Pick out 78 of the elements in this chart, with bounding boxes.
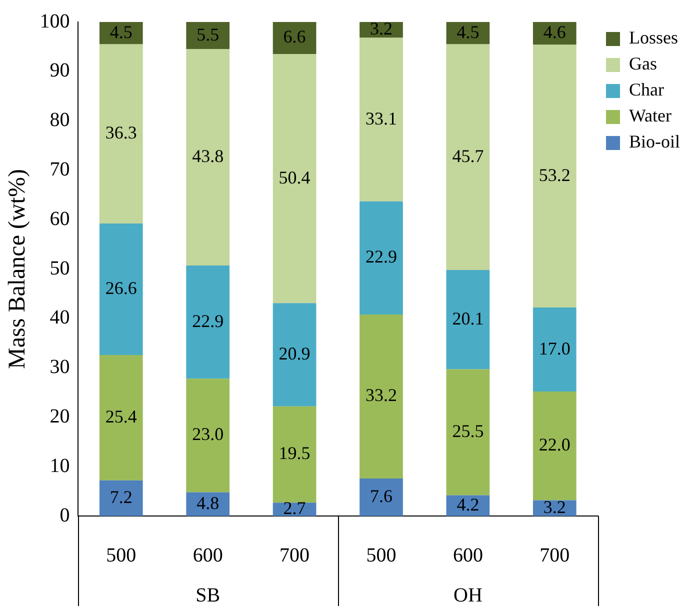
- data-label: 7.6: [370, 486, 392, 506]
- data-label: 7.2: [110, 486, 132, 507]
- x-tick-label: 700: [540, 544, 570, 566]
- data-label: 25.4: [105, 406, 137, 426]
- bar: [186, 49, 230, 266]
- data-label: 5.5: [196, 24, 220, 44]
- bar: [99, 44, 143, 224]
- bar: [532, 392, 576, 500]
- legend-label: Losses: [628, 28, 678, 48]
- bar: [186, 22, 230, 50]
- data-label: 20.1: [452, 308, 484, 328]
- y-tick-label: 10: [50, 454, 70, 477]
- y-tick-label: 70: [50, 158, 70, 180]
- data-label: 23.0: [192, 424, 224, 444]
- y-tick-label: 20: [50, 405, 70, 428]
- bar: [99, 480, 143, 516]
- data-label: 22.9: [192, 310, 224, 331]
- y-tick-label: 50: [50, 257, 70, 280]
- bar: [272, 22, 316, 54]
- data-label: 53.2: [538, 164, 570, 185]
- data-label: 4.2: [456, 494, 480, 514]
- data-label: 3.2: [543, 496, 566, 517]
- y-tick-label: 60: [50, 208, 70, 230]
- data-label: 4.5: [456, 22, 480, 42]
- legend-label: Bio-oil: [628, 132, 680, 152]
- x-tick-label: 700: [280, 544, 310, 566]
- bar: [99, 354, 143, 480]
- bar: [360, 201, 403, 314]
- y-axis-title: Mass Balance (wt%): [4, 169, 31, 369]
- bar: [532, 308, 576, 392]
- y-tick-label: 30: [50, 356, 70, 378]
- y-tick-label: 80: [50, 109, 70, 132]
- data-label: 22.0: [538, 434, 570, 455]
- data-label: 19.5: [278, 443, 310, 464]
- data-label: 25.5: [452, 421, 484, 441]
- bar: [186, 266, 230, 379]
- x-tick-label: 500: [366, 544, 396, 566]
- bar: [99, 224, 143, 355]
- data-label: 22.9: [366, 246, 397, 267]
- data-label: 43.8: [192, 146, 224, 166]
- y-tick-label: 90: [50, 60, 70, 82]
- bar: [272, 406, 316, 503]
- data-label: 36.3: [105, 122, 137, 143]
- data-label: 26.6: [105, 278, 137, 298]
- bar: [360, 38, 403, 202]
- bar: [360, 314, 403, 478]
- bar: [446, 369, 490, 496]
- data-label: 50.4: [278, 167, 310, 188]
- data-label: 6.6: [283, 26, 306, 47]
- bar: [186, 378, 230, 492]
- data-label: 33.2: [366, 385, 397, 406]
- bar: [446, 44, 490, 270]
- data-label: 2.7: [283, 498, 306, 518]
- y-tick-label: 40: [50, 306, 70, 329]
- data-label: 4.5: [110, 22, 132, 42]
- data-label: 3.2: [370, 18, 392, 39]
- x-tick-label: 600: [192, 544, 223, 566]
- x-tick-label: 500: [106, 544, 136, 566]
- bar: [360, 478, 403, 516]
- y-tick-label: 0: [60, 504, 70, 526]
- legend-label: Char: [628, 80, 664, 100]
- data-label: 33.1: [366, 108, 397, 128]
- data-label: 20.9: [278, 343, 310, 364]
- legend-label: Water: [628, 106, 672, 126]
- data-label: 17.0: [538, 338, 570, 358]
- text: OH: [454, 584, 482, 606]
- text: SB: [196, 584, 220, 606]
- legend-label: Gas: [628, 54, 657, 74]
- bar: [99, 22, 143, 44]
- bar: [272, 54, 316, 304]
- data-label: 45.7: [452, 146, 484, 166]
- bar: [532, 44, 576, 308]
- data-label: 4.6: [543, 22, 566, 42]
- x-tick-label: 600: [452, 544, 483, 566]
- data-label: 4.8: [196, 492, 220, 513]
- bar: [272, 303, 316, 406]
- y-tick-label: 100: [40, 10, 70, 32]
- bar: [446, 270, 490, 370]
